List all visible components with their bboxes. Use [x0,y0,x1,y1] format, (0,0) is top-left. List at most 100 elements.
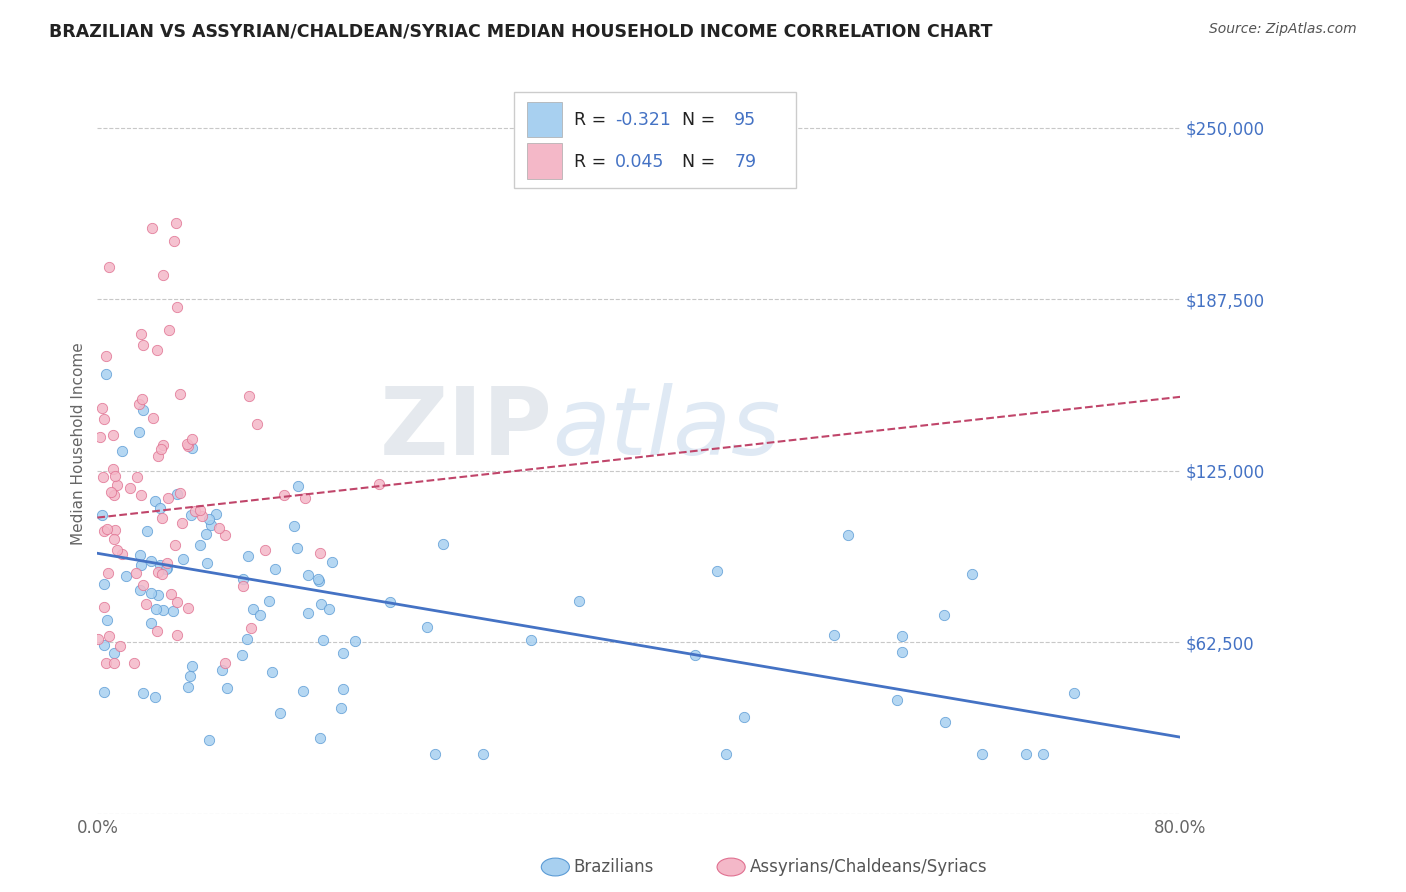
Point [330,701,353,715]
Bar [515,92,796,188]
Point [471,747,494,761]
Point [165,539,187,553]
Point [423,747,446,761]
Point [172,551,194,566]
Point [198,733,221,747]
Point [188,538,211,552]
Point [125,566,148,580]
Point [432,537,454,551]
Point [181,432,204,446]
Point [122,656,145,670]
Point [120,481,142,495]
Point [236,632,259,646]
Point [169,387,191,401]
Point [232,579,254,593]
Point [108,639,131,653]
Y-axis label: Median Household Income: Median Household Income [72,343,86,545]
Point [318,602,340,616]
Point [148,588,170,602]
Point [128,583,150,598]
Text: 0.045: 0.045 [614,153,665,171]
Point [263,562,285,576]
Point [135,524,157,538]
Point [96,613,118,627]
Text: ZIP: ZIP [380,383,553,475]
Point [104,469,127,483]
Point [180,508,202,523]
Point [139,586,162,600]
Point [886,693,908,707]
Point [135,597,157,611]
Text: N =: N = [671,153,721,171]
Point [321,555,343,569]
Text: N =: N = [671,111,721,128]
Point [308,546,330,560]
Point [312,632,335,647]
Point [367,477,389,491]
Point [205,507,228,521]
Point [176,437,198,451]
Point [152,603,174,617]
Point [128,425,150,439]
Point [197,512,219,526]
Point [309,597,332,611]
Text: BRAZILIAN VS ASSYRIAN/CHALDEAN/SYRIAC MEDIAN HOUSEHOLD INCOME CORRELATION CHART: BRAZILIAN VS ASSYRIAN/CHALDEAN/SYRIAC ME… [49,22,993,40]
Point [706,564,728,578]
Point [170,516,193,531]
Point [94,349,117,363]
Point [128,397,150,411]
Point [200,518,222,533]
Point [103,532,125,546]
Point [149,501,172,516]
Point [294,491,316,505]
Point [181,659,204,673]
Point [208,520,231,534]
Text: 95: 95 [734,111,756,128]
Point [308,574,330,588]
Point [273,488,295,502]
Point [177,601,200,615]
Point [195,556,218,570]
Point [179,669,201,683]
Point [166,300,188,314]
Point [169,486,191,500]
Point [100,484,122,499]
Point [148,566,170,580]
Point [152,268,174,282]
Point [1063,686,1085,700]
Point [568,594,591,608]
Point [283,518,305,533]
Point [156,561,179,575]
Point [146,624,169,639]
Point [93,412,115,426]
Point [214,656,236,670]
Point [103,427,125,442]
Point [93,685,115,699]
Point [89,430,111,444]
Point [103,488,125,502]
Point [141,554,163,568]
Point [297,567,319,582]
Point [107,478,129,492]
Point [91,470,114,484]
Point [93,638,115,652]
Point [129,558,152,573]
Point [131,686,153,700]
Point [103,462,125,476]
Point [970,747,993,761]
Point [163,235,186,249]
Point [93,577,115,591]
Point [823,628,845,642]
Point [93,600,115,615]
Point [129,488,152,502]
Point [141,221,163,235]
Point [94,656,117,670]
Point [166,595,188,609]
Point [98,260,121,274]
Point [105,543,128,558]
Point [165,217,187,231]
Text: 79: 79 [734,153,756,171]
Point [132,403,155,417]
Point [837,528,859,542]
Point [104,523,127,537]
